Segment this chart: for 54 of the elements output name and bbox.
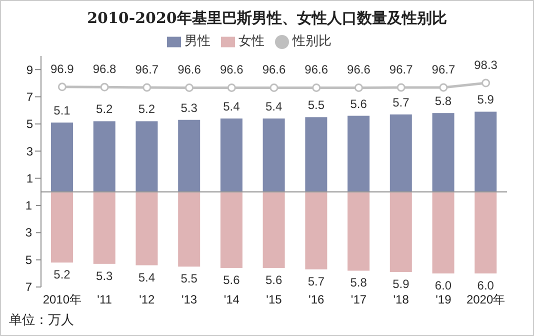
y-tick-label: 7 (26, 90, 34, 104)
data-label: 5.3 (96, 268, 114, 283)
x-tick-label: '16 (308, 292, 325, 307)
text: 单位：万人 (9, 311, 74, 329)
y-tick-label: 9 (26, 62, 34, 77)
x-tick-label: '13 (181, 292, 198, 307)
data-label: 5.5 (180, 272, 198, 286)
x-tick-label: 2020年 (466, 292, 506, 307)
data-label: 96.9 (50, 62, 74, 76)
data-label: 96.6 (304, 62, 328, 77)
x-tick-label: '12 (139, 292, 156, 307)
data-label: 5.7 (308, 274, 325, 288)
data-label: 5.4 (223, 100, 240, 114)
x-tick-label: '19 (436, 292, 452, 307)
data-label: 5.9 (392, 277, 410, 292)
data-label: 96.6 (262, 62, 286, 77)
legend-label: 男性 (184, 33, 210, 48)
data-label: 5.6 (265, 272, 282, 287)
data-label: 5.6 (223, 272, 240, 287)
data-label: 5.8 (350, 276, 368, 290)
y-tick-label: 1 (26, 172, 34, 186)
data-label: 98.3 (474, 58, 498, 72)
chart-title: 2010-2020年基里巴斯男性、女性人口数量及性别比 (86, 9, 448, 28)
y-tick-label: 5 (26, 117, 34, 132)
data-label: 5.1 (54, 104, 71, 118)
x-tick-label: 2010年 (42, 292, 82, 307)
legend-label: 女性 (238, 33, 264, 48)
data-label: 6.0 (477, 278, 494, 292)
x-tick-label: '11 (97, 292, 112, 307)
data-label: 5.6 (350, 96, 368, 111)
data-label: 5.4 (265, 100, 282, 114)
data-label: 96.6 (178, 62, 202, 77)
legend-label: 性别比 (292, 33, 332, 48)
data-label: 6.0 (434, 278, 452, 292)
data-label: 5.2 (54, 268, 71, 282)
data-label: 5.2 (96, 102, 114, 116)
x-tick-label: '17 (350, 292, 367, 307)
data-label: 96.8 (92, 62, 117, 76)
x-tick-label: '18 (393, 292, 410, 307)
x-tick-label: '15 (266, 292, 282, 307)
data-label: 96.7 (432, 62, 456, 76)
data-label: 5.9 (477, 92, 494, 107)
data-label: 96.7 (389, 62, 414, 76)
y-tick-label: 3 (26, 144, 34, 158)
data-label: 5.7 (392, 95, 410, 110)
data-label: 5.8 (434, 94, 452, 108)
data-label: 5.5 (308, 98, 325, 112)
data-label: 96.6 (220, 62, 244, 77)
x-tick-label: '14 (224, 292, 240, 307)
data-label: 5.3 (180, 100, 198, 115)
data-label: 96.7 (135, 62, 159, 76)
data-label: 5.2 (138, 102, 156, 116)
data-label: 96.6 (347, 62, 371, 77)
data-label: 5.4 (138, 270, 156, 284)
